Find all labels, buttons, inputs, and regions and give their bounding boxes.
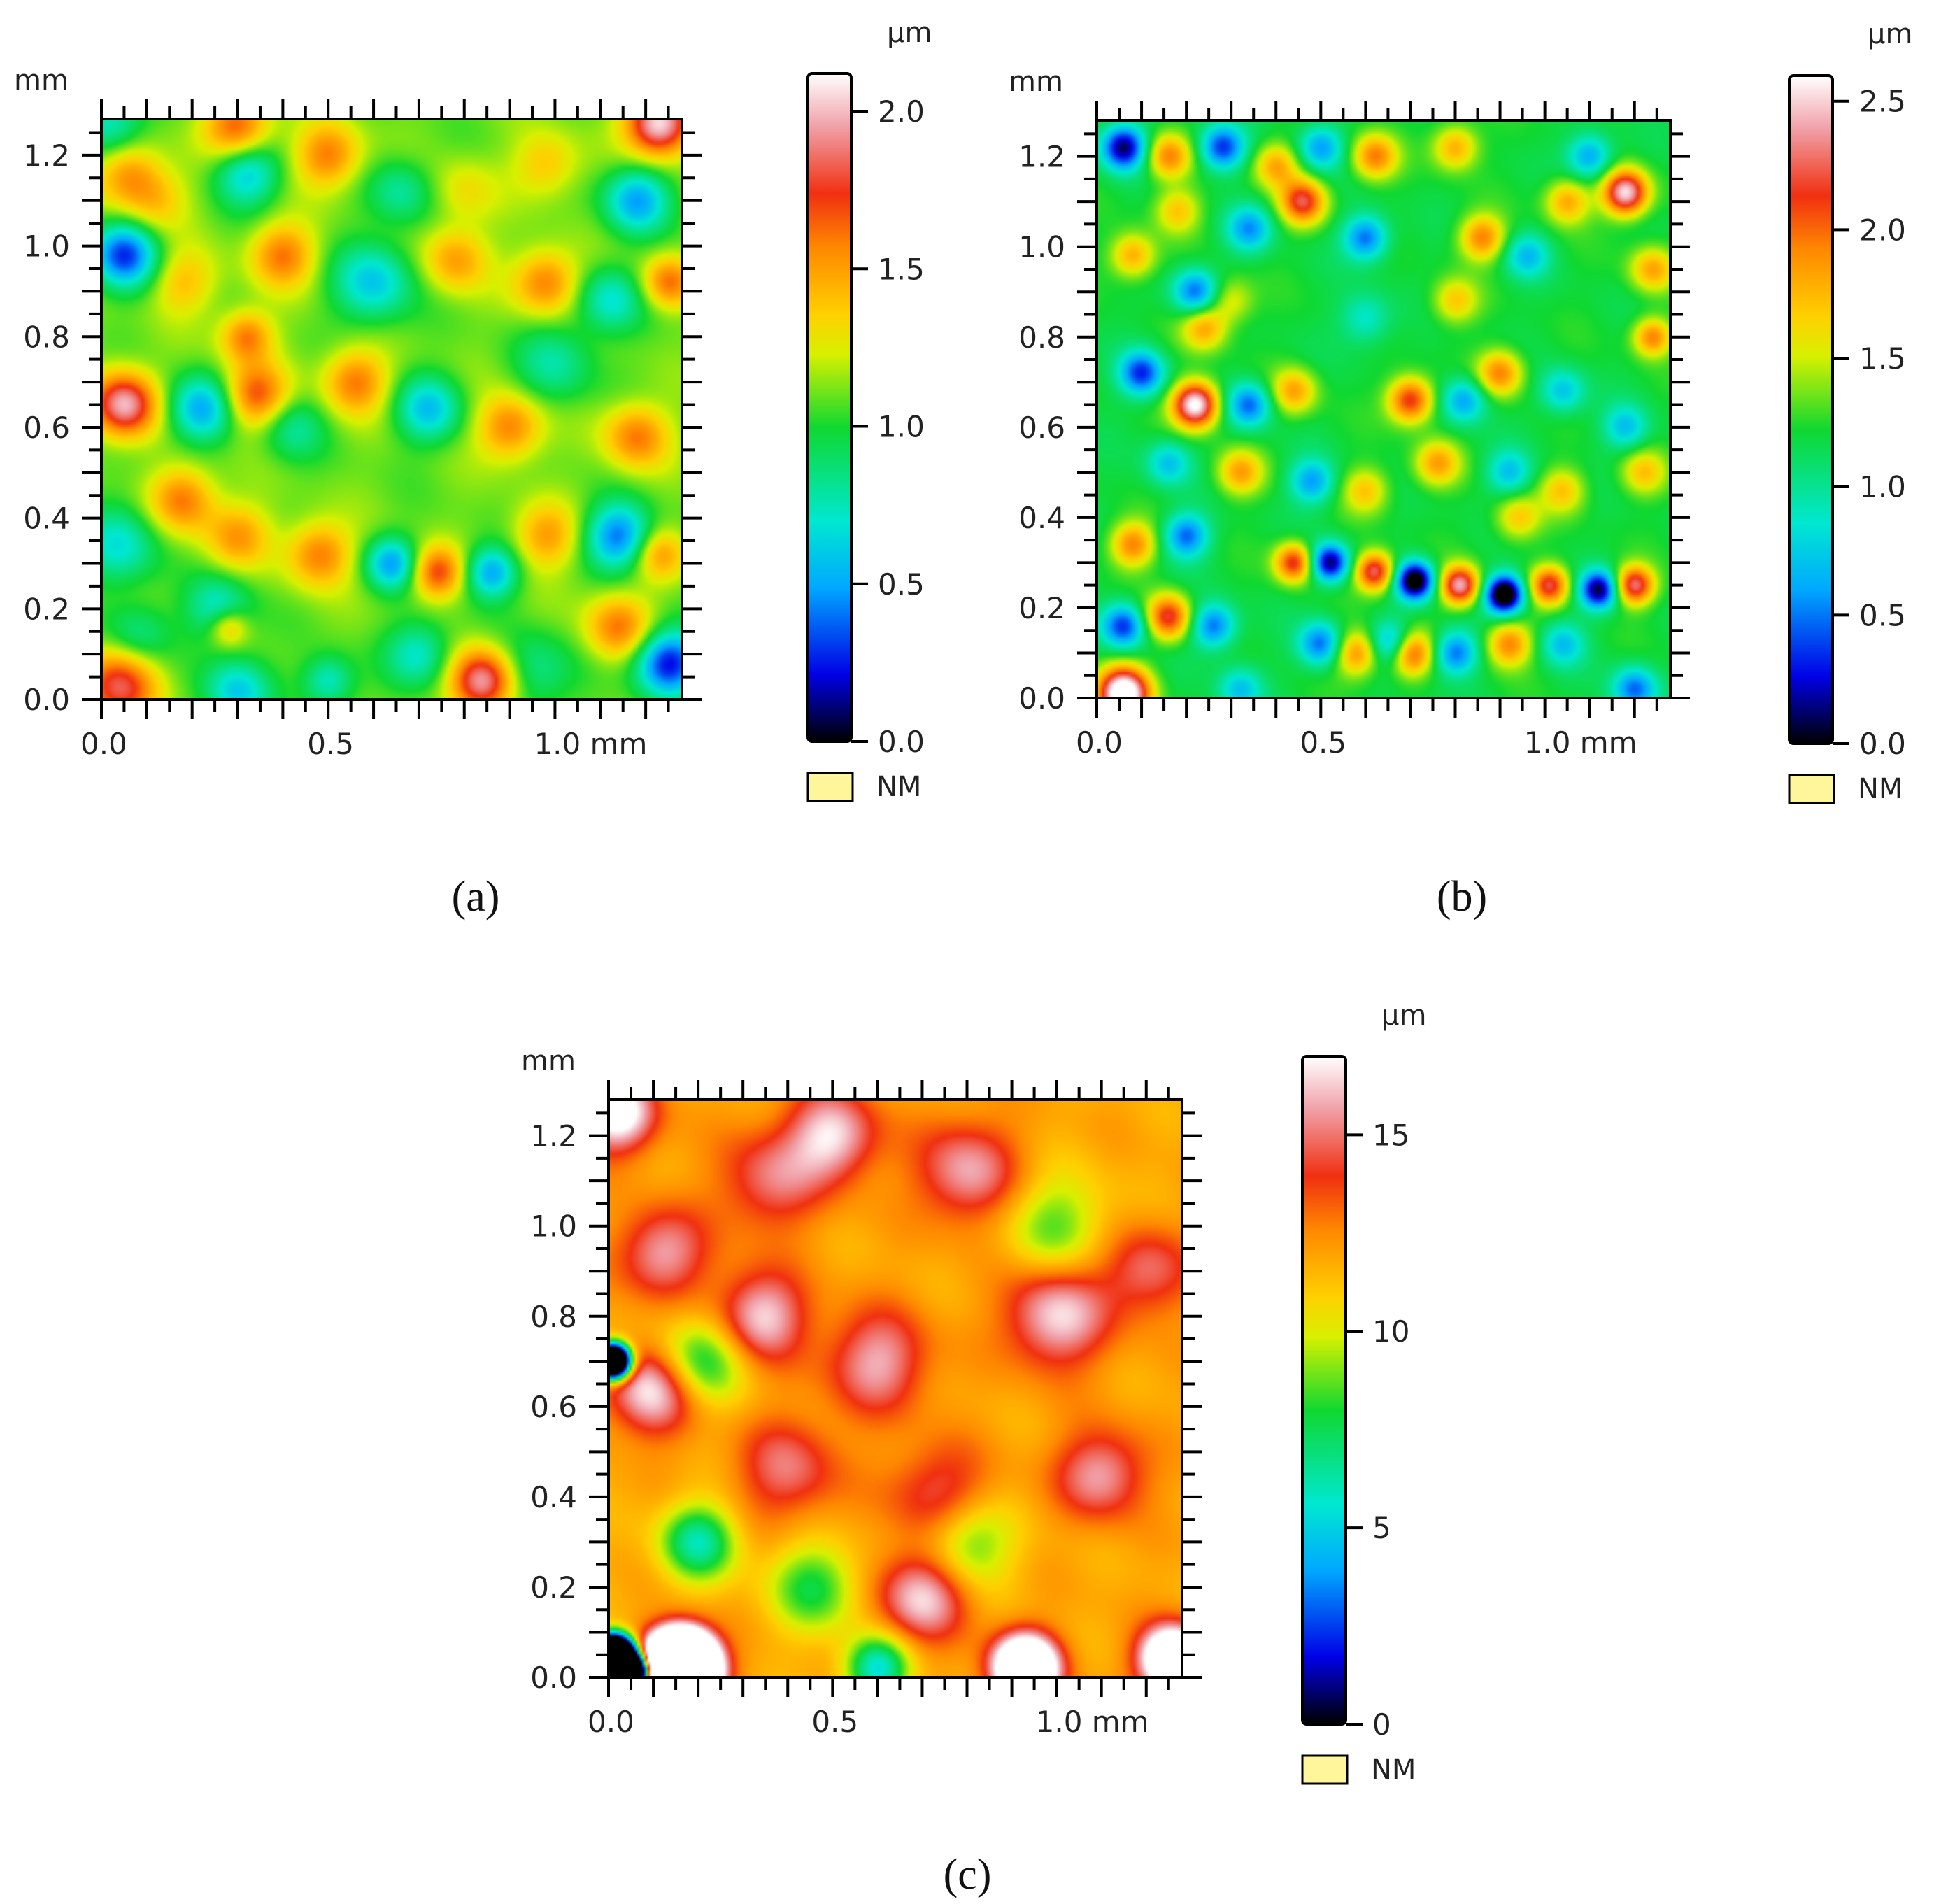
colorbar-tick-label: 10 [1372,1314,1409,1349]
y-tick-labels-a: 0.0 0.2 0.4 0.6 0.8 1.0 1.2 [23,138,70,717]
colorbar-tick-label: 1.5 [1859,341,1906,376]
nm-legend-label: NM [876,771,921,803]
colorbar-tick-label: 1.0 [1859,470,1906,504]
nm-legend-swatch [1788,774,1835,804]
colorbar-unit-label: µm [1381,1000,1426,1032]
x-tick-label: 1.0 mm [1524,725,1637,760]
y-tick-label: 0.8 [530,1300,577,1334]
y-tick-label: 0.6 [530,1390,577,1424]
colorbar-tick-label: 0.5 [1859,598,1906,632]
x-tick-label: 0.5 [1300,725,1346,760]
y-tick-label: 1.2 [530,1119,577,1153]
x-tick-label: 0.5 [811,1705,858,1739]
height-map-c [609,1100,1182,1677]
axis-ticks-a [82,99,702,719]
y-unit-label-c: mm [521,1045,576,1077]
colorbar-unit-label: µm [1868,18,1912,50]
x-tick-label: 1.0 mm [1036,1705,1149,1739]
y-tick-label: 0.0 [23,683,70,717]
y-tick-label: 0.2 [1018,591,1065,625]
colorbar-unit-label: µm [887,17,932,49]
colorbar-tick-label: 0 [1372,1707,1391,1742]
colorbar-tick-label: 2.0 [1859,213,1906,247]
panel-label-c: (c) [944,1851,992,1898]
y-tick-label: 0.4 [23,502,70,536]
plot-frame-b [1095,119,1672,699]
plot-frame-a [100,118,683,701]
colorbar-tick-label: 1.0 [878,410,925,444]
height-map-a [101,119,682,699]
y-tick-label: 0.6 [1018,411,1065,445]
y-tick-label: 0.0 [1018,681,1065,716]
x-tick-label: 1.0 mm [534,727,647,761]
x-tick-labels-a: 0.0 0.5 1.0 mm [80,727,647,761]
y-tick-label: 1.0 [1018,230,1065,264]
nm-legend-label: NM [1858,773,1903,805]
nm-legend-swatch [1301,1754,1349,1785]
plot-frame-c [607,1098,1183,1679]
colorbar-tick-label: 5 [1372,1511,1391,1545]
y-tick-label: 0.4 [530,1480,577,1514]
x-tick-labels-b: 0.0 0.5 1.0 mm [1076,725,1637,760]
colorbar-gradient [806,72,853,743]
panel-b: mm 0.0 0.2 0.4 0.6 0.8 1.0 1.2 0.0 0.5 1.0 mm 0.… [1009,18,1912,921]
y-tick-label: 0.8 [23,320,70,354]
panel-c: mm 0.0 0.2 0.4 0.6 0.8 1.0 1.2 0.0 0.5 1.0 mm 0 5… [521,1000,1426,1898]
colorbar-c: 0 5 10 15 µm NM [1301,1000,1426,1786]
y-tick-label: 1.0 [23,229,70,264]
nm-legend-swatch [806,772,854,802]
y-tick-label: 0.0 [530,1661,577,1695]
y-tick-labels-c: 0.0 0.2 0.4 0.6 0.8 1.0 1.2 [530,1119,577,1695]
y-tick-label: 0.8 [1018,320,1065,355]
colorbar-gradient [1301,1055,1347,1726]
y-unit-label-b: mm [1009,66,1063,98]
y-tick-label: 0.4 [1018,501,1065,535]
colorbar-tick-label: 2.5 [1859,85,1906,119]
panel-a: mm 0.0 0.2 0.4 0.6 0.8 1.0 1.2 0.0 0.5 1.0 mm 0.… [14,17,932,921]
axis-ticks-c [589,1080,1202,1697]
x-tick-labels-c: 0.0 0.5 1.0 mm [588,1705,1149,1739]
x-tick-label: 0.0 [588,1705,634,1739]
y-tick-label: 0.6 [23,411,70,445]
y-tick-labels-b: 0.0 0.2 0.4 0.6 0.8 1.0 1.2 [1018,140,1065,716]
colorbar-tick-label: 2.0 [878,94,925,129]
y-tick-label: 0.2 [530,1570,577,1605]
y-tick-label: 1.2 [23,138,70,173]
colorbar-a: 0.0 0.5 1.0 1.5 2.0 µm NM [806,17,932,803]
axis-ticks-b [1077,101,1690,718]
y-unit-label-a: mm [14,64,69,97]
x-tick-label: 0.0 [1076,725,1123,760]
x-tick-label: 0.5 [307,727,354,761]
panel-label-a: (a) [452,873,500,921]
colorbar-tick-label: 1.5 [878,252,925,286]
nm-legend-label: NM [1371,1754,1416,1786]
colorbar-tick-label: 0.0 [1859,727,1906,761]
y-tick-label: 1.0 [530,1209,577,1244]
colorbar-tick-label: 0.0 [878,725,925,759]
colorbar-gradient [1788,74,1834,745]
panel-label-b: (b) [1437,873,1487,921]
colorbar-tick-label: 0.5 [878,567,925,602]
colorbar-tick-label: 15 [1372,1118,1409,1152]
height-map-b [1097,120,1670,698]
y-tick-label: 1.2 [1018,140,1065,174]
colorbar-b: 0.0 0.5 1.0 1.5 2.0 2.5 µm NM [1788,18,1912,805]
y-tick-label: 0.2 [23,592,70,626]
x-tick-label: 0.0 [80,727,127,761]
